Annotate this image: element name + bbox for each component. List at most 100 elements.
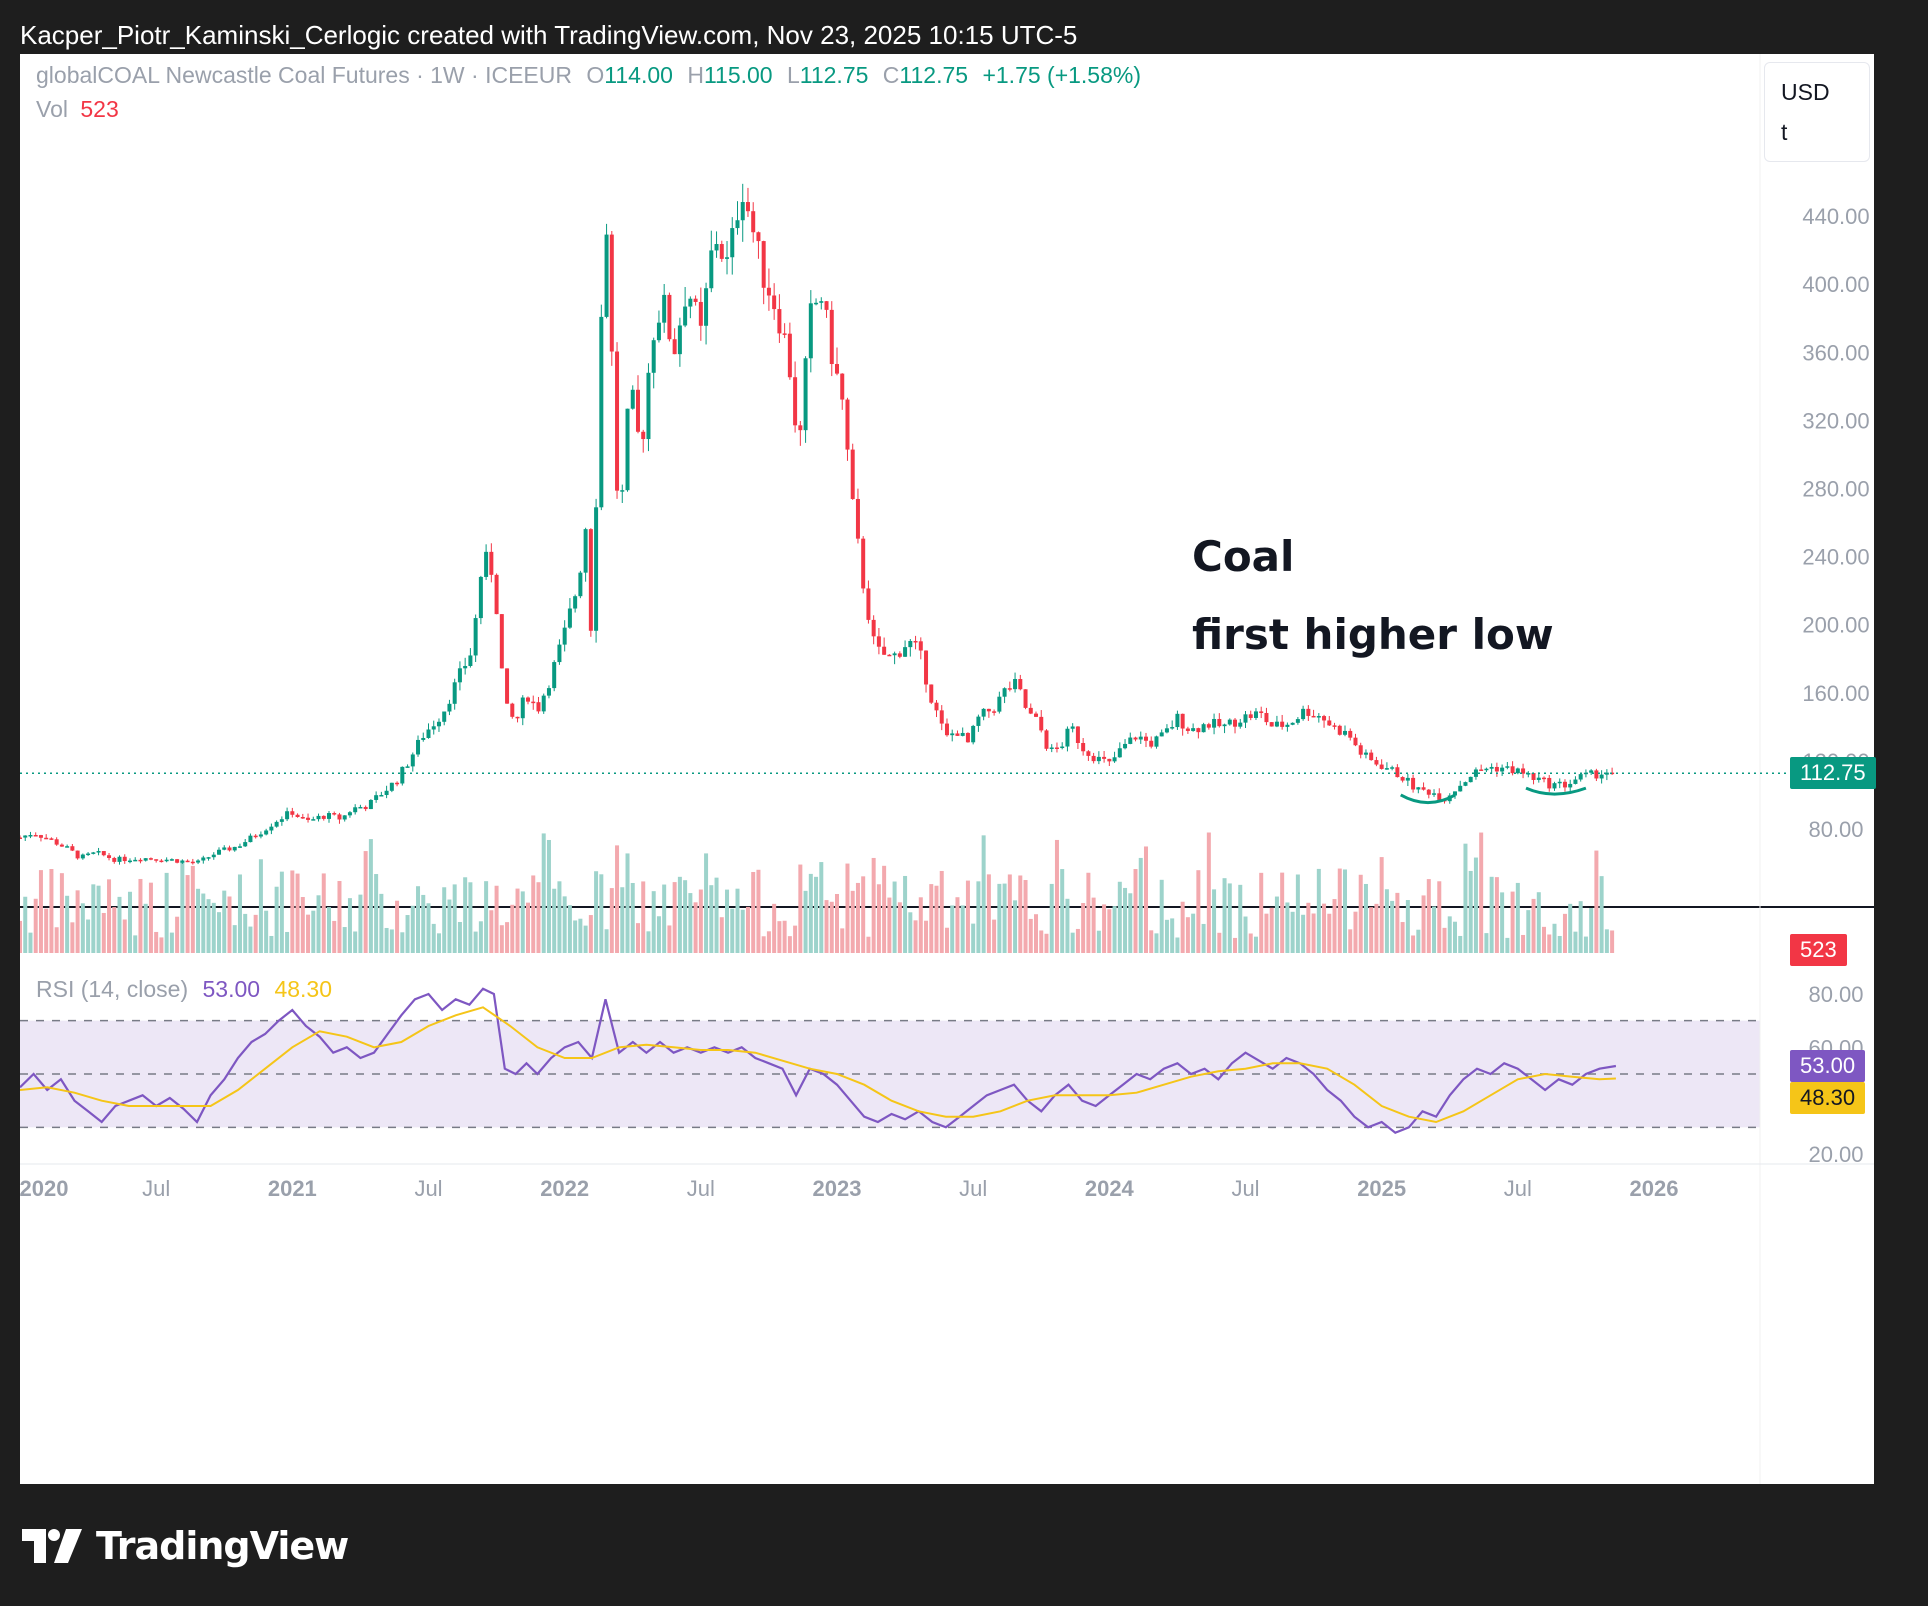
volume-bar (1154, 933, 1159, 953)
candle-body (447, 703, 452, 712)
volume-bar (447, 899, 452, 953)
volume-bar (1096, 930, 1101, 953)
candle-body (1253, 711, 1258, 718)
volume-bar (175, 916, 180, 953)
volume-bar (929, 884, 934, 953)
candle-body (59, 844, 64, 847)
volume-bar (520, 891, 525, 953)
candle-body (677, 325, 682, 355)
candle-body (646, 372, 651, 440)
volume-bar (1337, 868, 1342, 953)
volume-bar (876, 884, 881, 953)
volume-bar (1369, 907, 1374, 953)
rsi-price-tag: 53.00 (1790, 1050, 1866, 1082)
candle-body (1081, 743, 1086, 752)
volume-bar (609, 888, 614, 953)
candle-body (484, 551, 489, 577)
candle-body (337, 814, 342, 820)
volume-bar (515, 888, 520, 953)
volume-bar (667, 925, 672, 953)
candle-body (1416, 787, 1421, 790)
volume-bar (1468, 870, 1473, 953)
candle-body (709, 250, 714, 289)
volume-bar (1070, 932, 1075, 953)
volume-bar (588, 915, 593, 953)
annotation-higher-low: first higher low (1192, 610, 1554, 659)
candle-body (1384, 768, 1389, 770)
volume-bar (269, 935, 274, 953)
candle-body (557, 644, 562, 663)
candle-body (1484, 768, 1489, 771)
volume-bar (180, 860, 185, 953)
volume-bar (248, 926, 253, 953)
volume-bar (625, 853, 630, 953)
time-tick-label: Jul (959, 1176, 987, 1201)
time-tick-label: Jul (1231, 1176, 1259, 1201)
volume-bar (436, 933, 441, 953)
volume-bar (1405, 900, 1410, 953)
candle-body (546, 688, 551, 696)
currency-label: USD (1781, 79, 1830, 105)
volume-bar (567, 905, 572, 953)
candle-body (871, 619, 876, 637)
volume-bar (75, 890, 80, 953)
volume-bar (1390, 900, 1395, 953)
candle-body (1421, 787, 1426, 790)
candle-body (38, 835, 43, 838)
candle-body (1468, 776, 1473, 783)
volume-bar (541, 833, 546, 953)
volume-bar (374, 874, 379, 953)
brand-name: TradingView (96, 1524, 349, 1568)
volume-bar (1233, 937, 1238, 953)
candle-body (1547, 777, 1552, 789)
candle-body (583, 529, 588, 573)
candle-body (1432, 793, 1437, 795)
volume-bar (316, 895, 321, 953)
volume-bar (1489, 876, 1494, 953)
candle-body (719, 244, 724, 259)
volume-bar (578, 918, 583, 953)
candle-body (1117, 748, 1122, 758)
candle-body (1222, 724, 1227, 727)
candle-body (169, 859, 174, 861)
candle-body (473, 618, 478, 656)
candle-body (1583, 772, 1588, 775)
candle-body (635, 389, 640, 432)
unit-selector[interactable]: USD t (1764, 62, 1870, 162)
volume-bar (20, 920, 22, 953)
volume-bar (274, 886, 279, 953)
volume-bar (505, 922, 510, 953)
volume-bar (217, 912, 222, 953)
volume-bar (1253, 936, 1258, 953)
volume-bar (384, 927, 389, 953)
time-tick-label: 2020 (20, 1176, 68, 1201)
volume-bar (1343, 869, 1348, 953)
volume-bar (1002, 883, 1007, 953)
volume-bar (887, 897, 892, 953)
volume-bar (185, 875, 190, 953)
candle-body (782, 333, 787, 335)
candle-body (237, 846, 242, 848)
candle-body (269, 826, 274, 831)
volume-bar (1049, 883, 1054, 953)
volume-bar (169, 932, 174, 953)
candle-body (1594, 770, 1599, 779)
volume-bar (662, 884, 667, 953)
volume-bar (1479, 832, 1484, 953)
candle-body (1002, 688, 1007, 697)
volume-bar (526, 902, 531, 953)
volume-bar (353, 931, 358, 953)
candle-body (358, 806, 363, 809)
candle-body (944, 723, 949, 736)
candle-body (1510, 766, 1515, 774)
candle-body (1243, 714, 1248, 723)
price-tick-label: 200.00 (1802, 613, 1869, 638)
volume-bar (646, 931, 651, 953)
price-tick-label: 240.00 (1802, 545, 1869, 570)
volume-bar (1332, 899, 1337, 953)
volume-bar (1510, 891, 1515, 953)
tradingview-logo[interactable]: TradingView (22, 1522, 349, 1570)
candle-body (1536, 777, 1541, 780)
candle-body (279, 819, 284, 822)
